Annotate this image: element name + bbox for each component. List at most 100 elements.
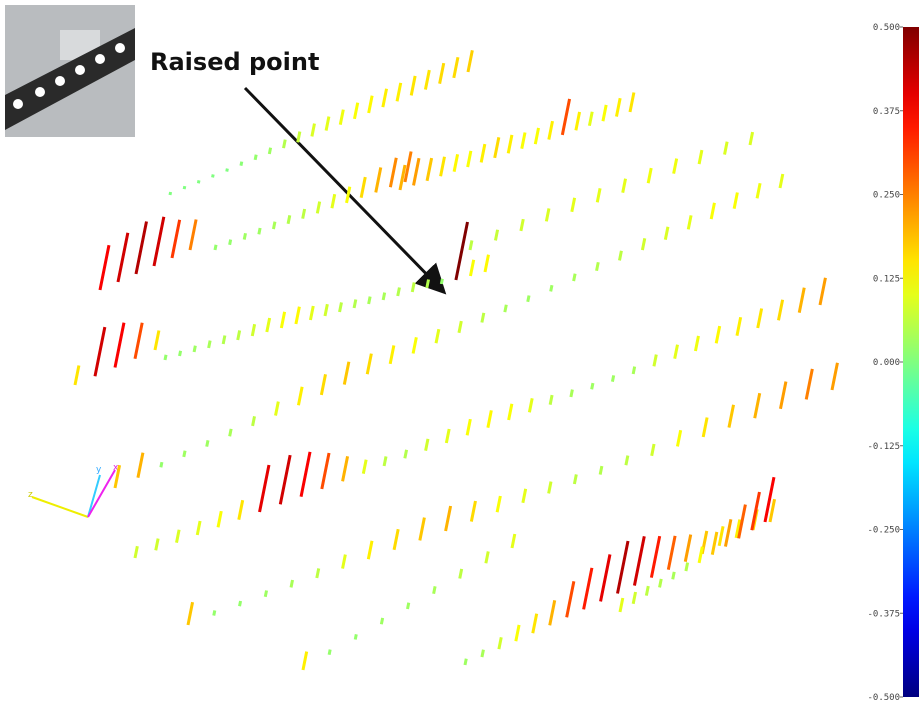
deviation-glyph	[454, 221, 469, 281]
deviation-glyph	[658, 578, 663, 588]
deviation-glyph	[434, 328, 441, 344]
deviation-glyph	[188, 219, 198, 251]
deviation-glyph	[395, 82, 403, 102]
deviation-glyph	[649, 535, 662, 578]
deviation-glyph	[432, 586, 437, 595]
deviation-glyph	[133, 545, 139, 559]
deviation-glyph	[547, 481, 553, 494]
deviation-glyph	[216, 510, 223, 528]
deviation-glyph	[521, 488, 528, 504]
deviation-glyph	[714, 325, 722, 344]
deviation-glyph	[595, 187, 602, 203]
deviation-glyph	[403, 151, 413, 183]
deviation-glyph	[723, 141, 729, 155]
deviation-glyph	[493, 136, 501, 159]
deviation-glyph	[640, 237, 647, 251]
deviation-glyph	[804, 368, 814, 400]
deviation-glyph	[341, 456, 350, 482]
deviation-glyph	[590, 382, 595, 390]
deviation-glyph	[116, 232, 130, 283]
deviation-glyph	[388, 345, 396, 365]
deviation-glyph	[403, 449, 409, 459]
deviation-glyph	[212, 610, 217, 616]
deviation-glyph	[410, 282, 416, 293]
deviation-glyph	[797, 287, 806, 313]
deviation-glyph	[396, 287, 401, 297]
deviation-glyph	[412, 157, 421, 186]
deviation-glyph	[727, 404, 735, 428]
deviation-glyph	[533, 127, 541, 145]
deviation-glyph	[299, 451, 312, 497]
deviation-glyph	[319, 374, 327, 396]
deviation-glyph	[548, 394, 554, 405]
deviation-glyph	[574, 111, 582, 131]
deviation-glyph	[323, 303, 329, 317]
deviation-glyph	[175, 529, 181, 543]
deviation-glyph	[366, 540, 374, 560]
deviation-glyph	[697, 546, 704, 564]
deviation-glyph	[632, 536, 646, 586]
deviation-glyph	[544, 208, 551, 222]
deviation-glyph	[560, 98, 572, 136]
deviation-glyph	[274, 401, 280, 416]
deviation-glyph	[717, 526, 725, 547]
deviation-glyph	[289, 579, 294, 588]
deviation-glyph	[365, 353, 373, 375]
deviation-glyph	[479, 143, 487, 163]
deviation-glyph	[506, 134, 514, 154]
colorbar	[903, 27, 919, 697]
deviation-glyph	[650, 443, 656, 457]
deviation-glyph	[686, 215, 693, 230]
deviation-glyph	[361, 459, 368, 474]
deviation-glyph	[286, 215, 292, 225]
deviation-glyph	[756, 308, 764, 329]
deviation-glyph	[228, 239, 233, 246]
deviation-glyph	[572, 474, 578, 485]
deviation-glyph	[136, 452, 145, 478]
deviation-glyph	[468, 240, 474, 251]
deviation-glyph	[732, 192, 739, 209]
deviation-glyph	[565, 581, 576, 618]
axis-triad: z y x	[28, 463, 119, 518]
deviation-glyph	[444, 505, 453, 532]
deviation-glyph	[510, 533, 517, 549]
deviation-glyph	[267, 147, 273, 155]
colorbar-tick-label: -0.125	[867, 442, 900, 452]
deviation-glyph	[697, 149, 704, 165]
deviation-glyph	[73, 365, 81, 386]
deviation-glyph	[301, 651, 309, 671]
deviation-glyph	[418, 517, 426, 541]
deviation-glyph	[438, 62, 446, 85]
deviation-glyph	[113, 464, 122, 489]
colorbar-tick-label: -0.250	[867, 526, 900, 536]
deviation-glyph	[598, 465, 604, 475]
deviation-glyph	[182, 185, 187, 190]
deviation-glyph	[466, 150, 473, 168]
deviation-glyph	[271, 221, 277, 230]
axis-label: y	[96, 465, 102, 475]
deviation-glyph	[258, 464, 271, 513]
deviation-glyph	[531, 613, 539, 634]
deviation-glyph	[168, 191, 173, 196]
deviation-glyph	[587, 111, 594, 127]
deviation-glyph	[296, 386, 304, 406]
deviation-glyph	[225, 168, 229, 172]
deviation-glyph	[205, 440, 210, 447]
deviation-glyph	[251, 416, 256, 427]
deviation-glyph	[779, 381, 788, 410]
deviation-glyph	[624, 455, 630, 466]
axis-label: z	[28, 490, 33, 500]
deviation-glyph	[595, 261, 600, 272]
deviation-glyph	[296, 131, 302, 143]
deviation-glyph	[646, 167, 653, 184]
deviation-glyph	[211, 174, 215, 178]
deviation-glyph	[628, 92, 636, 113]
deviation-glyph	[379, 617, 385, 625]
deviation-glyph	[503, 304, 508, 313]
deviation-glyph	[411, 337, 418, 354]
deviation-glyph	[359, 176, 367, 198]
deviation-glyph	[458, 568, 464, 579]
deviation-glyph	[507, 403, 514, 421]
deviation-glyph	[341, 554, 347, 569]
deviation-glyph	[178, 350, 183, 357]
